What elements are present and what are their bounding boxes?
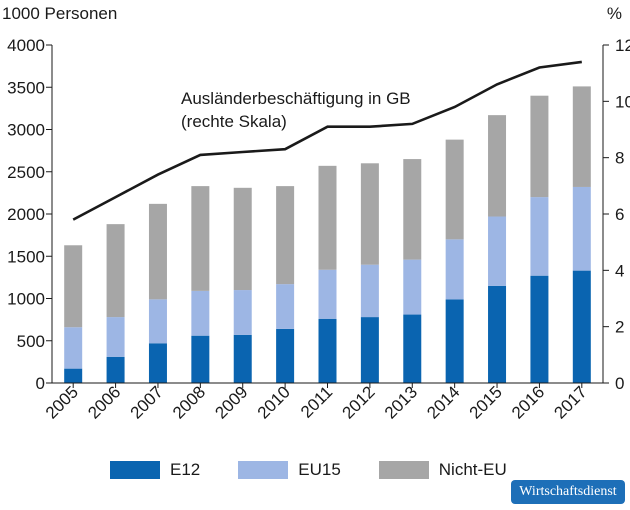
share-line [72,60,582,221]
bar-segment-eu15-2017 [572,186,591,271]
bar-segment-nicht-eu-2014 [445,139,464,240]
x-tick-label: 2009 [211,382,251,422]
x-tick-label: 2008 [169,382,209,422]
x-tick-label: 2011 [297,382,336,421]
bar-segment-e12-2016 [530,275,549,383]
line-annotation-line-1: Ausländerbeschäftigung in GB [181,89,411,108]
bar-segment-e12-2015 [488,285,507,383]
bar-segment-nicht-eu-2006 [106,224,125,318]
bar-segment-nicht-eu-2015 [488,115,507,217]
left-tick-label: 1500 [7,247,45,266]
legend-item-eu15: EU15 [238,460,341,480]
right-tick-label: 4 [615,261,624,280]
bar-segment-eu15-2013 [403,259,422,315]
left-tick-label: 2000 [7,205,45,224]
legend-item-nicht-eu: Nicht-EU [378,460,507,480]
bar-segment-e12-2007 [148,343,167,383]
bar-segment-e12-2014 [445,299,464,383]
left-tick-label: 500 [17,332,45,351]
right-tick-label: 0 [615,374,624,393]
bar-segment-nicht-eu-2007 [148,203,167,300]
bar-segment-nicht-eu-2008 [191,186,210,291]
bar-segment-nicht-eu-2010 [276,186,295,285]
bar-segment-eu15-2010 [276,284,295,329]
right-tick-label: 10 [615,92,630,111]
bar-segment-e12-2011 [318,318,337,383]
right-tick-label: 12 [615,36,630,55]
bar-segment-eu15-2007 [148,299,167,344]
x-tick-label: 2015 [466,382,506,422]
bar-segment-e12-2009 [233,334,252,383]
legend-swatch-nicht-eu [378,461,429,479]
left-tick-label: 3000 [7,121,45,140]
right-tick-label: 8 [615,149,624,168]
bar-segment-e12-2008 [191,335,210,383]
bar-segment-eu15-2012 [360,264,379,318]
bar-segment-e12-2005 [64,368,83,383]
legend-swatch-e12 [110,461,160,479]
bar-segment-nicht-eu-2009 [233,187,252,291]
bar-segment-nicht-eu-2012 [360,163,379,265]
legend-item-e12: E12 [110,460,200,480]
x-tick-label: 2010 [254,382,294,422]
bar-segment-eu15-2008 [191,290,210,336]
bar-segment-eu15-2006 [106,317,125,357]
x-tick-label: 2007 [127,382,167,422]
x-axis-labels: 2005 2006 2007 2008 2009 2010 2011 2012 2013 2014… [42,382,591,422]
bar-segment-nicht-eu-2017 [572,86,591,187]
bar-segment-eu15-2015 [488,216,507,286]
left-tick-label: 4000 [7,36,45,55]
legend: E12 EU15 Nicht-EU [110,460,545,480]
x-tick-label: 2017 [550,382,590,422]
left-axis-title: 1000 Personen [2,4,117,23]
bar-segment-eu15-2009 [233,290,252,335]
bar-segment-nicht-eu-2005 [64,245,83,328]
bar-segment-eu15-2014 [445,239,464,300]
bar-segment-nicht-eu-2013 [403,159,422,260]
line-annotation-line-2: (rechte Skala) [181,112,287,131]
bar-segment-e12-2012 [360,317,379,383]
publisher-logo: Wirtschaftsdienst [511,480,625,504]
legend-label-eu15: EU15 [298,460,341,479]
bar-segment-eu15-2005 [64,327,83,369]
bar-segment-nicht-eu-2011 [318,165,337,270]
left-tick-label: 1000 [7,290,45,309]
x-tick-label: 2016 [508,382,548,422]
x-tick-label: 2013 [381,382,421,422]
bar-segment-nicht-eu-2016 [530,95,549,198]
bar-segment-e12-2013 [403,314,422,383]
left-axis-ticks: 0 500 1000 1500 2000 2500 3000 3500 4000 [7,36,52,393]
x-tick-label: 2006 [84,382,124,422]
bar-segment-e12-2010 [276,328,295,383]
right-tick-label: 6 [615,205,624,224]
bar-segment-eu15-2011 [318,269,337,319]
right-tick-label: 2 [615,318,624,337]
x-tick-label: 2014 [423,382,463,422]
legend-swatch-eu15 [238,461,289,479]
legend-label-nicht-eu: Nicht-EU [438,460,507,479]
bar-segment-e12-2017 [572,270,591,383]
bars [64,86,591,383]
left-tick-label: 0 [36,374,45,393]
x-tick-label: 2012 [339,382,379,422]
right-axis-ticks: 0 2 4 6 8 10 12 [603,36,630,393]
left-tick-label: 3500 [7,78,45,97]
bar-segment-e12-2006 [106,356,125,383]
x-tick-label: 2005 [42,382,82,422]
legend-label-e12: E12 [170,460,201,479]
bar-segment-eu15-2016 [530,197,549,276]
right-axis-title: % [607,4,622,23]
left-tick-label: 2500 [7,163,45,182]
